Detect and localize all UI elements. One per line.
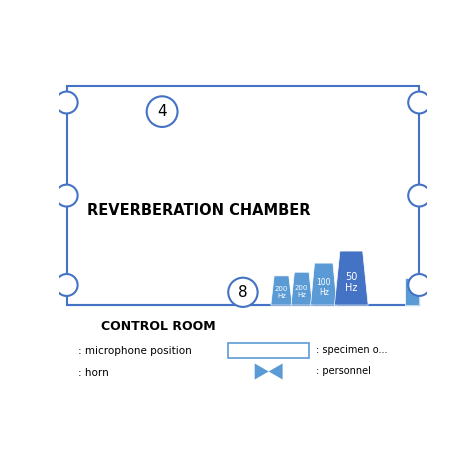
Text: REVERBERATION CHAMBER: REVERBERATION CHAMBER bbox=[87, 203, 310, 218]
Bar bbox=[228, 343, 309, 358]
Text: CONTROL ROOM: CONTROL ROOM bbox=[101, 320, 216, 334]
Text: : horn: : horn bbox=[78, 368, 109, 378]
Circle shape bbox=[55, 91, 78, 113]
Circle shape bbox=[408, 91, 430, 113]
Circle shape bbox=[55, 185, 78, 207]
Polygon shape bbox=[310, 263, 337, 305]
Text: 200
Hz: 200 Hz bbox=[295, 285, 309, 298]
Circle shape bbox=[408, 185, 430, 207]
Polygon shape bbox=[291, 272, 312, 305]
Circle shape bbox=[228, 278, 258, 307]
Text: 4: 4 bbox=[157, 104, 167, 119]
Bar bbox=[66, 86, 419, 305]
Text: 8: 8 bbox=[238, 285, 248, 300]
Text: 100
Hz: 100 Hz bbox=[317, 278, 331, 297]
Text: : microphone position: : microphone position bbox=[78, 346, 191, 356]
Text: 50
Hz: 50 Hz bbox=[345, 272, 357, 293]
Polygon shape bbox=[269, 364, 283, 380]
Polygon shape bbox=[334, 251, 368, 305]
Polygon shape bbox=[255, 364, 269, 380]
Text: : specimen o...: : specimen o... bbox=[316, 346, 388, 356]
Circle shape bbox=[408, 274, 430, 296]
Text: : personnel: : personnel bbox=[316, 366, 371, 376]
Polygon shape bbox=[271, 276, 292, 305]
Text: 200
Hz: 200 Hz bbox=[275, 286, 288, 299]
Bar bbox=[405, 278, 419, 305]
Circle shape bbox=[55, 274, 78, 296]
Circle shape bbox=[146, 96, 178, 127]
